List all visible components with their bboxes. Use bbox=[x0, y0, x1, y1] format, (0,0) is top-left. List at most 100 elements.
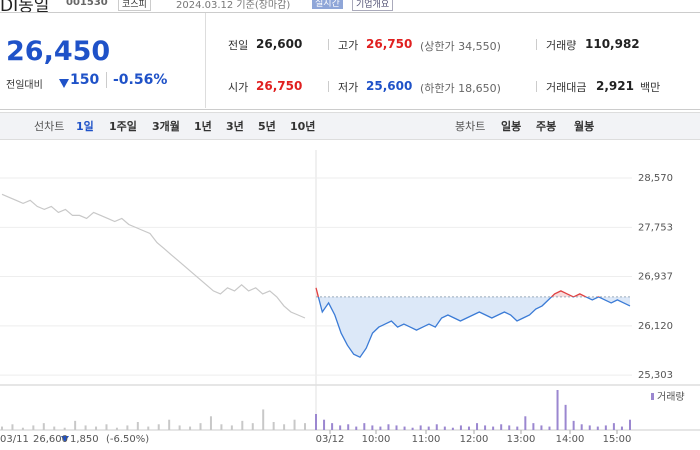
prev-price-line bbox=[1, 193, 306, 319]
prev-rate: (-6.50%) bbox=[106, 434, 149, 445]
volume-bar bbox=[443, 426, 446, 430]
price-line bbox=[315, 287, 601, 297]
volume-bar bbox=[220, 424, 223, 430]
volume-bar bbox=[435, 424, 438, 430]
quote-panel bbox=[0, 12, 700, 110]
realtime-button[interactable]: 실시간 bbox=[312, 0, 343, 9]
stat-value: 110,982 bbox=[585, 37, 640, 51]
stat-value: 26,600 bbox=[256, 37, 303, 51]
stat-note: (상한가 34,550) bbox=[420, 40, 501, 53]
x-tick-label: 12:00 bbox=[460, 434, 489, 445]
volume-bar bbox=[516, 426, 519, 430]
volume-bar bbox=[588, 425, 591, 430]
volume-bar bbox=[21, 427, 24, 430]
volume-bar bbox=[572, 420, 575, 430]
volume-bar bbox=[540, 425, 543, 430]
company-button[interactable]: 기업개요 bbox=[352, 0, 394, 11]
down-arrow bbox=[61, 436, 69, 442]
stat-label: 거래대금 bbox=[546, 81, 587, 94]
volume-bar bbox=[189, 426, 192, 430]
volume-bar bbox=[556, 390, 559, 430]
area-above bbox=[316, 287, 586, 297]
separator bbox=[536, 81, 537, 92]
stat-label: 전일 bbox=[228, 39, 249, 52]
volume-bar bbox=[84, 425, 87, 430]
x-tick-label: 15:00 bbox=[603, 434, 632, 445]
candle-tab[interactable]: 주봉 bbox=[536, 120, 557, 133]
volume-bar bbox=[620, 426, 623, 430]
stock-code: 001530 bbox=[66, 0, 108, 8]
period-tab[interactable]: 10년 bbox=[290, 120, 316, 133]
volume-bar bbox=[451, 427, 454, 430]
current-price: 26,450 bbox=[6, 36, 111, 67]
volume-bar bbox=[304, 423, 306, 430]
volume-bar bbox=[95, 426, 98, 430]
volume-bar bbox=[42, 423, 45, 430]
volume-bar bbox=[323, 419, 326, 430]
period-tab[interactable]: 1주일 bbox=[109, 120, 137, 133]
area-below bbox=[316, 296, 630, 358]
volume-bar bbox=[74, 420, 77, 430]
volume-bar bbox=[136, 422, 139, 430]
period-tab[interactable]: 5년 bbox=[258, 120, 276, 133]
volume-bar bbox=[371, 425, 374, 430]
volume-bar bbox=[411, 427, 414, 430]
volume-bar bbox=[612, 423, 615, 430]
volume-bar bbox=[272, 422, 275, 430]
volume-bar bbox=[315, 414, 317, 430]
change-rate: -0.56% bbox=[106, 72, 167, 88]
volume-bar bbox=[63, 427, 66, 430]
stat-value: 26,750 bbox=[256, 79, 303, 93]
down-arrow bbox=[59, 79, 69, 88]
volume-bar bbox=[419, 425, 422, 430]
period-tab[interactable]: 1년 bbox=[194, 120, 212, 133]
volume-bar bbox=[604, 425, 607, 430]
change-label: 전일대비 bbox=[6, 80, 43, 91]
divider bbox=[205, 13, 206, 108]
y-tick-label: 26,120 bbox=[638, 321, 673, 332]
x-tick-label: 14:00 bbox=[556, 434, 585, 445]
volume-bar bbox=[178, 425, 181, 430]
volume-bar bbox=[355, 426, 358, 430]
stat-label: 고가 bbox=[338, 39, 359, 52]
volume-bar bbox=[403, 426, 406, 430]
stat-label: 시가 bbox=[228, 81, 249, 94]
prev-change: 1,850 bbox=[70, 434, 99, 445]
volume-bar bbox=[508, 425, 511, 430]
period-tab[interactable]: 1일 bbox=[76, 120, 94, 133]
volume-bar bbox=[126, 425, 129, 430]
volume-bar bbox=[115, 427, 118, 430]
tab-label: 선차트 bbox=[34, 120, 65, 133]
volume-bar bbox=[32, 425, 35, 430]
volume-bar bbox=[379, 426, 382, 430]
candle-tab[interactable]: 월봉 bbox=[574, 120, 595, 133]
stat-note: (하한가 18,650) bbox=[420, 82, 501, 95]
volume-bar bbox=[331, 423, 334, 430]
volume-bar bbox=[500, 424, 503, 430]
period-tab[interactable]: 3년 bbox=[226, 120, 244, 133]
stat-label: 거래량 bbox=[546, 39, 577, 52]
volume-bar bbox=[339, 425, 342, 430]
base-date: 2024.03.12 기준(장마감) bbox=[176, 0, 291, 11]
volume-bar bbox=[484, 425, 487, 430]
volume-bar bbox=[596, 426, 599, 430]
period-tab[interactable]: 3개월 bbox=[152, 120, 180, 133]
y-tick-label: 25,303 bbox=[638, 370, 673, 381]
volume-bar bbox=[293, 419, 296, 430]
volume-bar bbox=[548, 426, 551, 430]
volume-bar bbox=[11, 424, 14, 430]
volume-bar bbox=[476, 423, 479, 430]
separator bbox=[536, 39, 537, 50]
stat-value: 26,750 bbox=[366, 37, 413, 51]
volume-legend: 거래량 bbox=[657, 391, 685, 403]
volume-bar bbox=[532, 423, 535, 430]
volume-bar bbox=[564, 404, 567, 430]
separator bbox=[328, 39, 329, 50]
volume-bar bbox=[199, 423, 202, 430]
stat-value: 25,600 bbox=[366, 79, 413, 93]
y-tick-label: 28,570 bbox=[638, 173, 673, 184]
volume-bar bbox=[241, 420, 244, 430]
candle-tab[interactable]: 일봉 bbox=[501, 120, 522, 133]
volume-bar bbox=[427, 426, 430, 430]
volume-bar bbox=[168, 419, 171, 430]
